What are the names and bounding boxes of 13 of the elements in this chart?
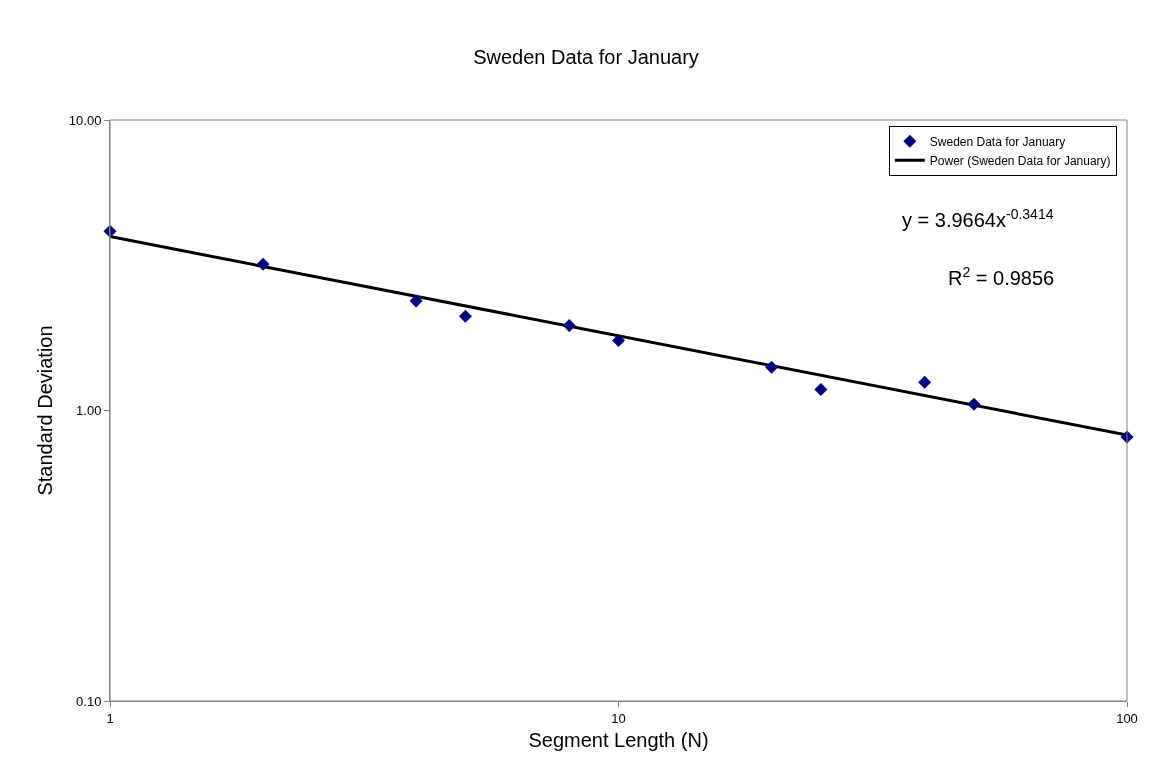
x-tick-label: 10 bbox=[611, 710, 626, 726]
y-tick-label: 10.00 bbox=[68, 112, 102, 128]
legend-label: Power (Sweden Data for January) bbox=[929, 153, 1111, 168]
x-tick-label: 1 bbox=[106, 710, 114, 726]
y-axis-title: Standard Deviation bbox=[34, 325, 57, 496]
chart-title: Sweden Data for January bbox=[473, 46, 699, 69]
y-tick-label: 0.10 bbox=[76, 693, 102, 709]
x-tick-label: 100 bbox=[1116, 710, 1138, 726]
legend-label: Sweden Data for January bbox=[929, 134, 1066, 149]
annotation: R$^{2}$ = 0.9856 bbox=[948, 264, 1055, 290]
y-tick-label: 1.00 bbox=[76, 403, 102, 419]
x-axis-title: Segment Length (N) bbox=[528, 729, 709, 752]
annotation: y = 3.9664x$^{-0.3414}$ bbox=[902, 206, 1054, 232]
